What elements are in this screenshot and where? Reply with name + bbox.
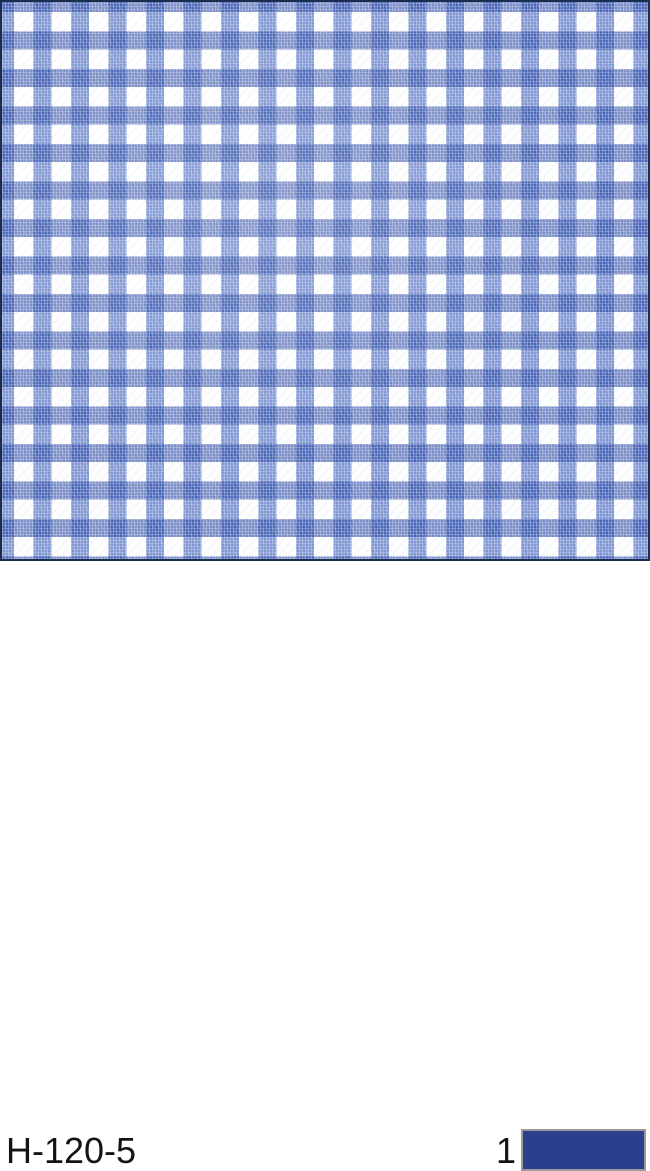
- gingham-weft-stripes: [2, 2, 648, 559]
- fabric-pattern-image: [0, 0, 650, 561]
- fabric-yarn-speckle: [2, 2, 648, 559]
- fabric-code-label: H-120-5: [6, 1130, 137, 1171]
- caption-bar: H-120-5 1: [0, 561, 650, 1171]
- color-chip-swatch: [521, 1129, 646, 1171]
- fabric-weave-texture: [2, 2, 648, 559]
- color-number-label: 1: [495, 1130, 516, 1171]
